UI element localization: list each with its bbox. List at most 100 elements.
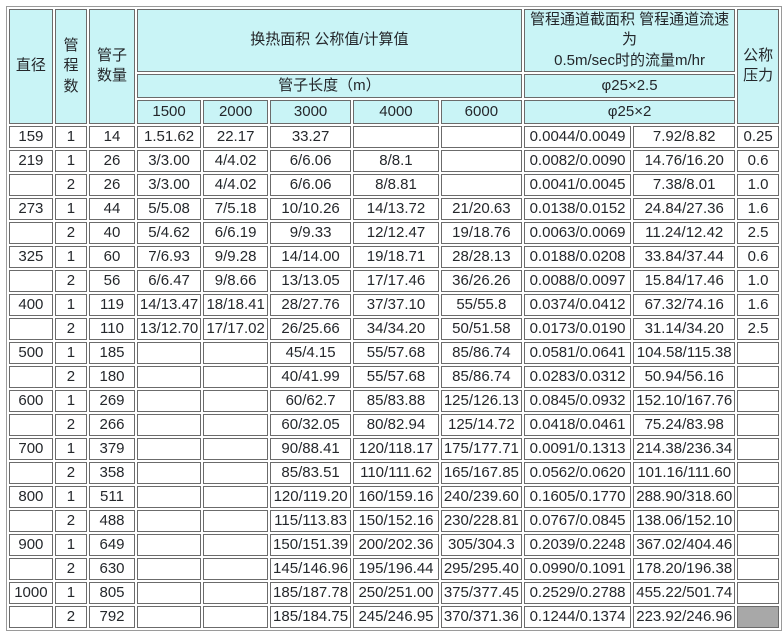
cell-pressure xyxy=(737,461,779,484)
cell-area-4000: 195/196.44 xyxy=(353,557,439,580)
table-body: 159 1 14 1.51.62 22.17 33.27 0.0044/0.00… xyxy=(9,125,779,628)
cell-flow-rate: 104.58/115.38 xyxy=(633,341,736,364)
cell-area-6000: 375/377.45 xyxy=(440,581,522,604)
cell-passes: 2 xyxy=(54,413,88,436)
cell-pressure: 2.5 xyxy=(737,317,779,340)
cell-area-1500 xyxy=(136,461,202,484)
cell-area-2000: 9/9.28 xyxy=(203,245,269,268)
cell-area-3000: 185/187.78 xyxy=(270,581,352,604)
cell-area-1500: 14/13.47 xyxy=(136,293,202,316)
cell-pressure xyxy=(737,341,779,364)
cell-passes: 2 xyxy=(54,221,88,244)
cell-area-2000 xyxy=(203,581,269,604)
cell-channel-area: 0.0091/0.1313 xyxy=(523,437,632,460)
cell-channel-area: 0.1605/0.1770 xyxy=(523,485,632,508)
cell-flow-rate: 223.92/246.96 xyxy=(633,605,736,628)
cell-tube-count: 119 xyxy=(89,293,135,316)
cell-passes: 1 xyxy=(54,389,88,412)
cell-flow-rate: 101.16/111.60 xyxy=(633,461,736,484)
cell-passes: 2 xyxy=(54,365,88,388)
cell-area-4000: 110/111.62 xyxy=(353,461,439,484)
table-row: 2 630 145/146.96 195/196.44 295/295.40 0… xyxy=(9,557,779,580)
cell-area-6000: 370/371.36 xyxy=(440,605,522,628)
cell-tube-count: 511 xyxy=(89,485,135,508)
cell-diameter xyxy=(9,269,53,292)
cell-tube-count: 26 xyxy=(89,173,135,196)
cell-tube-count: 269 xyxy=(89,389,135,412)
cell-area-6000: 230/228.81 xyxy=(440,509,522,532)
cell-passes: 2 xyxy=(54,557,88,580)
cell-area-2000: 22.17 xyxy=(203,125,269,148)
cell-area-2000: 18/18.41 xyxy=(203,293,269,316)
cell-area-6000: 305/304.3 xyxy=(440,533,522,556)
col-header-pressure: 公称压力 xyxy=(737,9,779,124)
cell-area-3000: 28/27.76 xyxy=(270,293,352,316)
cell-area-1500: 7/6.93 xyxy=(136,245,202,268)
col-header-length-3000: 3000 xyxy=(270,99,352,124)
table-row: 900 1 649 150/151.39 200/202.36 305/304.… xyxy=(9,533,779,556)
cell-area-1500: 6/6.47 xyxy=(136,269,202,292)
channel-group-line2: 0.5m/sec时的流量m/hr xyxy=(554,51,705,69)
cell-passes: 1 xyxy=(54,533,88,556)
cell-area-1500: 5/5.08 xyxy=(136,197,202,220)
cell-channel-area: 0.0990/0.1091 xyxy=(523,557,632,580)
cell-area-6000: 19/18.76 xyxy=(440,221,522,244)
cell-diameter: 1000 xyxy=(9,581,53,604)
cell-passes: 1 xyxy=(54,437,88,460)
cell-flow-rate: 33.84/37.44 xyxy=(633,245,736,268)
table-row: 2 26 3/3.00 4/4.02 6/6.06 8/8.81 0.0041/… xyxy=(9,173,779,196)
cell-pressure xyxy=(737,485,779,508)
cell-channel-area: 0.0562/0.0620 xyxy=(523,461,632,484)
cell-area-2000: 9/8.66 xyxy=(203,269,269,292)
cell-tube-count: 630 xyxy=(89,557,135,580)
col-header-length-4000: 4000 xyxy=(353,99,439,124)
cell-area-2000 xyxy=(203,437,269,460)
col-header-tube-count: 管子数量 xyxy=(89,9,135,124)
table-row: 159 1 14 1.51.62 22.17 33.27 0.0044/0.00… xyxy=(9,125,779,148)
channel-group-line1: 管程通道截面积 管程通道流速为 xyxy=(529,11,730,49)
cell-area-3000: 145/146.96 xyxy=(270,557,352,580)
cell-passes: 2 xyxy=(54,317,88,340)
cell-area-3000: 9/9.33 xyxy=(270,221,352,244)
cell-area-6000 xyxy=(440,149,522,172)
cell-area-6000: 21/20.63 xyxy=(440,197,522,220)
cell-flow-rate: 7.92/8.82 xyxy=(633,125,736,148)
cell-diameter xyxy=(9,365,53,388)
cell-tube-count: 358 xyxy=(89,461,135,484)
cell-tube-count: 56 xyxy=(89,269,135,292)
cell-tube-count: 44 xyxy=(89,197,135,220)
cell-area-2000 xyxy=(203,341,269,364)
cell-pressure xyxy=(737,557,779,580)
cell-passes: 1 xyxy=(54,485,88,508)
cell-area-3000: 90/88.41 xyxy=(270,437,352,460)
cell-area-4000: 8/8.81 xyxy=(353,173,439,196)
cell-flow-rate: 214.38/236.34 xyxy=(633,437,736,460)
cell-area-3000: 6/6.06 xyxy=(270,173,352,196)
cell-tube-count: 488 xyxy=(89,509,135,532)
cell-diameter: 325 xyxy=(9,245,53,268)
cell-area-3000: 26/25.66 xyxy=(270,317,352,340)
cell-channel-area: 0.0082/0.0090 xyxy=(523,149,632,172)
cell-pressure xyxy=(737,389,779,412)
col-header-channel-group: 管程通道截面积 管程通道流速为 0.5m/sec时的流量m/hr xyxy=(523,9,736,72)
cell-diameter xyxy=(9,317,53,340)
cell-diameter: 219 xyxy=(9,149,53,172)
cell-area-4000: 85/83.88 xyxy=(353,389,439,412)
cell-area-3000: 13/13.05 xyxy=(270,269,352,292)
cell-area-1500 xyxy=(136,581,202,604)
cell-channel-area: 0.1244/0.1374 xyxy=(523,605,632,628)
cell-tube-count: 805 xyxy=(89,581,135,604)
cell-flow-rate: 11.24/12.42 xyxy=(633,221,736,244)
cell-area-4000: 55/57.68 xyxy=(353,341,439,364)
cell-flow-rate: 178.20/196.38 xyxy=(633,557,736,580)
cell-area-2000 xyxy=(203,605,269,628)
cell-area-3000: 60/32.05 xyxy=(270,413,352,436)
cell-pressure xyxy=(737,509,779,532)
table-row: 600 1 269 60/62.7 85/83.88 125/126.13 0.… xyxy=(9,389,779,412)
cell-channel-area: 0.0138/0.0152 xyxy=(523,197,632,220)
cell-diameter: 500 xyxy=(9,341,53,364)
cell-area-2000 xyxy=(203,365,269,388)
cell-area-3000: 85/83.51 xyxy=(270,461,352,484)
table-row: 400 1 119 14/13.47 18/18.41 28/27.76 37/… xyxy=(9,293,779,316)
cell-pressure xyxy=(737,581,779,604)
